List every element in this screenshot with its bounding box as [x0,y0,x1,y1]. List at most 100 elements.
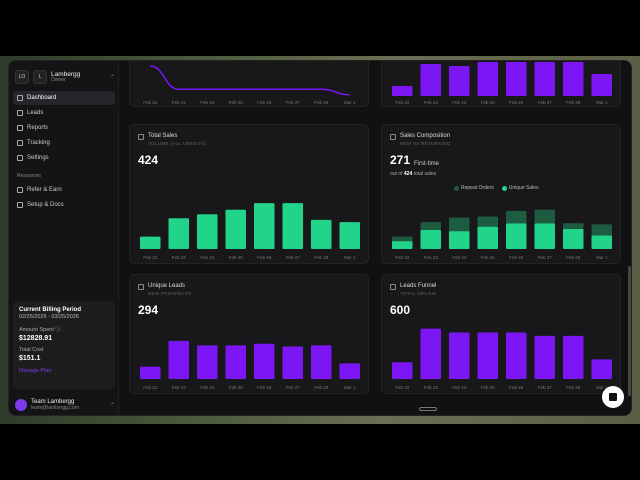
sidebar-item-label: Settings [27,155,49,161]
bar [391,236,413,242]
bar [196,214,218,249]
tick-label: Feb 28 [566,255,581,260]
tick-label: Feb 27 [286,385,301,390]
scrollbar-thumb[interactable] [628,266,631,396]
bar [391,241,413,249]
code-icon [17,140,23,146]
bar [168,218,190,249]
bar [448,66,470,96]
sidebar-item-reports[interactable]: Reports [13,121,115,135]
sidebar-item-tracking[interactable]: Tracking [13,136,115,150]
tick-label: Feb 24 [200,385,215,390]
chat-button[interactable] [602,386,624,408]
tick-label: Mar 1 [596,255,608,260]
tick-label: Feb 24 [452,255,467,260]
gear-icon [17,155,23,161]
tick-label: Feb 23 [424,100,439,105]
sidebar-item-docs[interactable]: Setup & Docs [13,198,115,212]
tick-label: Feb 26 [509,255,524,260]
manage-plan-link[interactable]: Manage Plan [19,368,52,374]
card-subtitle: NEW PROSPECTS [148,291,192,296]
card-title: Leads Funnel [400,283,437,289]
tick-label: Feb 24 [452,385,467,390]
total-cost-label: Total Cost [19,347,44,353]
bar [534,223,556,249]
funnel-icon [390,284,396,290]
tick-label: Feb 23 [172,255,187,260]
bar [477,332,499,379]
bar [477,62,499,96]
total-cost-value: $151.1 [19,355,41,362]
bar [505,62,527,96]
tick-label: Mar 1 [344,100,356,105]
bar-chart: Feb 22 Feb 23 Feb 24 Feb 25 Feb 26 Feb 27 Feb … [391,328,613,390]
gift-icon [17,187,23,193]
chart-legend: Repeat Orders Unique Sales [454,185,539,191]
chat-icon [609,393,617,401]
metric-value: 294 [138,303,159,317]
bar [448,332,470,379]
sidebar-item-dashboard[interactable]: Dashboard [13,91,115,105]
sidebar-item-label: Setup & Docs [27,202,64,208]
sidebar-item-settings[interactable]: Settings [13,151,115,165]
tick-label: Feb 23 [424,255,439,260]
bar [339,363,361,379]
bar [225,209,247,249]
tick-label: Feb 24 [452,100,467,105]
tick-label: Feb 25 [229,385,244,390]
bar [391,362,413,379]
card-top-left: Feb 22 Feb 23 Feb 24 Feb 25 Feb 26 Feb 27 Feb … [129,61,369,107]
sidebar-item-refer[interactable]: Refer & Earn [13,183,115,197]
org-role: Owner [51,76,66,83]
tick-label: Feb 23 [172,100,187,105]
sidebar: LO L Lambergg Owner ⌃ Dashboard Leads Re… [9,61,119,415]
chevron-updown-icon[interactable]: ⌃ [109,402,115,409]
bar [534,209,556,224]
org-switcher[interactable]: LO L Lambergg Owner ⌃ [15,67,115,87]
document-icon [17,125,23,131]
tick-label: Feb 22 [143,255,158,260]
resources-heading: Resources [17,173,41,179]
bar [139,366,161,379]
tick-label: Feb 23 [172,385,187,390]
bar-chart: Feb 22 Feb 23 Feb 24 Feb 25 Feb 26 Feb 27 Feb … [139,340,361,390]
info-icon[interactable]: ⓘ [55,327,61,333]
bar [448,231,470,249]
tick-label: Feb 22 [395,255,410,260]
tick-label: Feb 28 [314,100,329,105]
home-indicator [419,407,437,411]
dashboard-main: Feb 22 Feb 23 Feb 24 Feb 25 Feb 26 Feb 27 Feb … [119,61,631,415]
legend-item[interactable]: Unique Sales [501,185,539,191]
bar [310,219,332,249]
tick-label: Feb 27 [286,255,301,260]
tick-label: Feb 23 [424,385,439,390]
legend-item[interactable]: Repeat Orders [454,185,494,191]
bar [591,235,613,249]
bar [225,345,247,379]
bar [168,340,190,379]
team-email: team@lambergg.com [31,404,79,411]
team-switcher[interactable]: Team Lambergg team@lambergg.com ⌃ [15,397,115,413]
bar [591,359,613,379]
bar [339,222,361,249]
bottom-letterbox [0,424,640,480]
sidebar-item-leads[interactable]: Leads [13,106,115,120]
sidebar-item-label: Reports [27,125,49,131]
bar [477,226,499,249]
bar [562,223,584,229]
tick-label: Feb 22 [143,385,158,390]
bar [420,64,442,96]
bar-chart: Feb 22 Feb 23 Feb 24 Feb 25 Feb 26 Feb 27 Feb … [139,203,361,260]
card-top-right: Feb 22 Feb 23 Feb 24 Feb 25 Feb 26 Feb 27 Feb … [381,61,621,107]
chevron-updown-icon[interactable]: ⌃ [109,74,115,81]
tick-label: Feb 28 [314,255,329,260]
bar [562,62,584,96]
tick-label: Feb 24 [200,100,215,105]
cart-icon [138,134,144,140]
tick-label: Feb 27 [538,100,553,105]
tick-label: Mar 1 [344,255,356,260]
bar [562,228,584,249]
tick-label: Feb 28 [566,100,581,105]
org-avatar: L [33,70,47,84]
sidebar-nav: Dashboard Leads Reports Tracking Setting… [13,91,115,213]
